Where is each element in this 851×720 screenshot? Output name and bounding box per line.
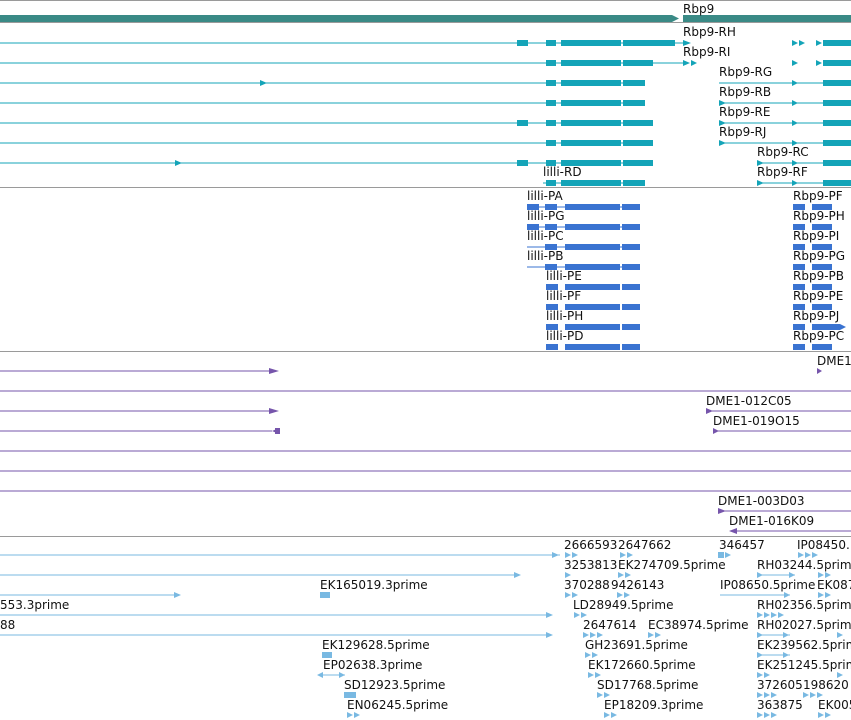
protein-label[interactable]: Rbp9-PB [793,269,845,283]
est-label[interactable]: 363875 [757,698,803,712]
clone-label[interactable]: DME1-003D03 [718,494,805,508]
protein-features[interactable] [527,204,846,350]
transcript-row-ri [0,60,851,66]
transcript-label[interactable]: Rbp9-RG [719,65,773,79]
est-label[interactable]: EC38974.5prime [648,618,749,632]
protein-label[interactable]: lilli-PD [546,329,584,343]
transcript-label[interactable]: Rbp9-RF [757,165,808,179]
est-label[interactable]: EK172660.5prime [588,658,696,672]
protein-label[interactable]: Rbp9-PJ [793,309,840,323]
protein-label[interactable]: lilli-PG [527,209,565,223]
transcript-row-rj [0,140,851,146]
clone-label[interactable]: DME1-012C05 [706,394,792,408]
protein-label[interactable]: Rbp9-PF [793,189,843,203]
est-label[interactable]: EP02638.3prime [323,658,423,672]
protein-lilli-rows [527,204,640,350]
protein-label[interactable]: lilli-PF [546,289,582,303]
est-label[interactable]: 2647614 [583,618,637,632]
transcript-row-rb [0,100,851,106]
transcript-row-rd [543,180,851,186]
protein-label[interactable]: Rbp9-PE [793,289,844,303]
transcript-label[interactable]: Rbp9-RE [719,105,771,119]
clone-label[interactable]: DME1-019O15 [713,414,800,428]
transcript-label[interactable]: Rbp9-RC [757,145,809,159]
transcript-label[interactable]: Rbp9-RJ [719,125,767,139]
est-label[interactable]: RH02356.5prim [757,598,851,612]
transcript-label[interactable]: Rbp9-RH [683,25,736,39]
est-features[interactable] [0,552,843,718]
track-separators [0,0,851,537]
est-label[interactable]: 9426143 [611,578,665,592]
protein-label[interactable]: lilli-PH [546,309,584,323]
transcript-label[interactable]: Rbp9-RB [719,85,772,99]
gene-rbp9-feature[interactable] [0,15,851,22]
transcript-row-rg [0,80,851,86]
protein-label[interactable]: Rbp9-PG [793,249,846,263]
est-label[interactable]: 553.3prime [0,598,70,612]
est-label[interactable]: EK274709.5prime [618,558,726,572]
protein-label[interactable]: lilli-PA [527,189,563,203]
est-label[interactable]: 372605 [757,678,803,692]
transcript-row-rc [0,160,851,166]
est-label[interactable]: 370288 [564,578,610,592]
clone-label[interactable]: DME1 [817,354,851,368]
clone-features[interactable] [0,368,851,534]
est-label[interactable]: EK251245.5prim [757,658,851,672]
est-label[interactable]: LD28949.5prime [573,598,674,612]
protein-label[interactable]: lilli-PE [546,269,582,283]
est-label[interactable]: 346457 [719,538,765,552]
protein-label[interactable]: Rbp9-PH [793,209,845,223]
est-label[interactable]: 2666593 [564,538,618,552]
est-label[interactable]: 198620 [803,678,849,692]
est-label[interactable]: RH02027.5prim [757,618,851,632]
protein-label[interactable]: lilli-PB [527,249,564,263]
est-label[interactable]: SD12923.5prime [344,678,446,692]
est-label[interactable]: 88 [0,618,16,632]
est-label[interactable]: IP08450. [797,538,850,552]
protein-label[interactable]: Rbp9-PI [793,229,840,243]
est-label[interactable]: EK239562.5prim [757,638,851,652]
transcript-row-re [0,120,851,126]
gene-label[interactable]: Rbp9 [683,2,715,16]
est-label[interactable]: EK005 [818,698,851,712]
est-label[interactable]: IP08650.5prime [720,578,816,592]
protein-label[interactable]: lilli-PC [527,229,564,243]
est-label[interactable]: EK087 [817,578,851,592]
est-label[interactable]: EK165019.3prime [320,578,428,592]
est-label[interactable]: RH03244.5prim [757,558,851,572]
est-label[interactable]: SD17768.5prime [597,678,699,692]
transcript-row-rh [0,40,851,46]
protein-label[interactable]: Rbp9-PC [793,329,845,343]
est-label[interactable]: EN06245.5prime [347,698,449,712]
transcript-features[interactable] [0,40,851,186]
est-label[interactable]: EP18209.3prime [604,698,704,712]
est-label[interactable]: 3253813 [564,558,618,572]
est-label[interactable]: GH23691.5prime [585,638,688,652]
est-label[interactable]: EK129628.5prime [322,638,430,652]
est-label[interactable]: 2647662 [618,538,672,552]
transcript-label[interactable]: lilli-RD [543,165,582,179]
transcript-label[interactable]: Rbp9-RI [683,45,731,59]
clone-label[interactable]: DME1-016K09 [729,514,815,528]
protein-rbp9-rows [793,204,846,350]
